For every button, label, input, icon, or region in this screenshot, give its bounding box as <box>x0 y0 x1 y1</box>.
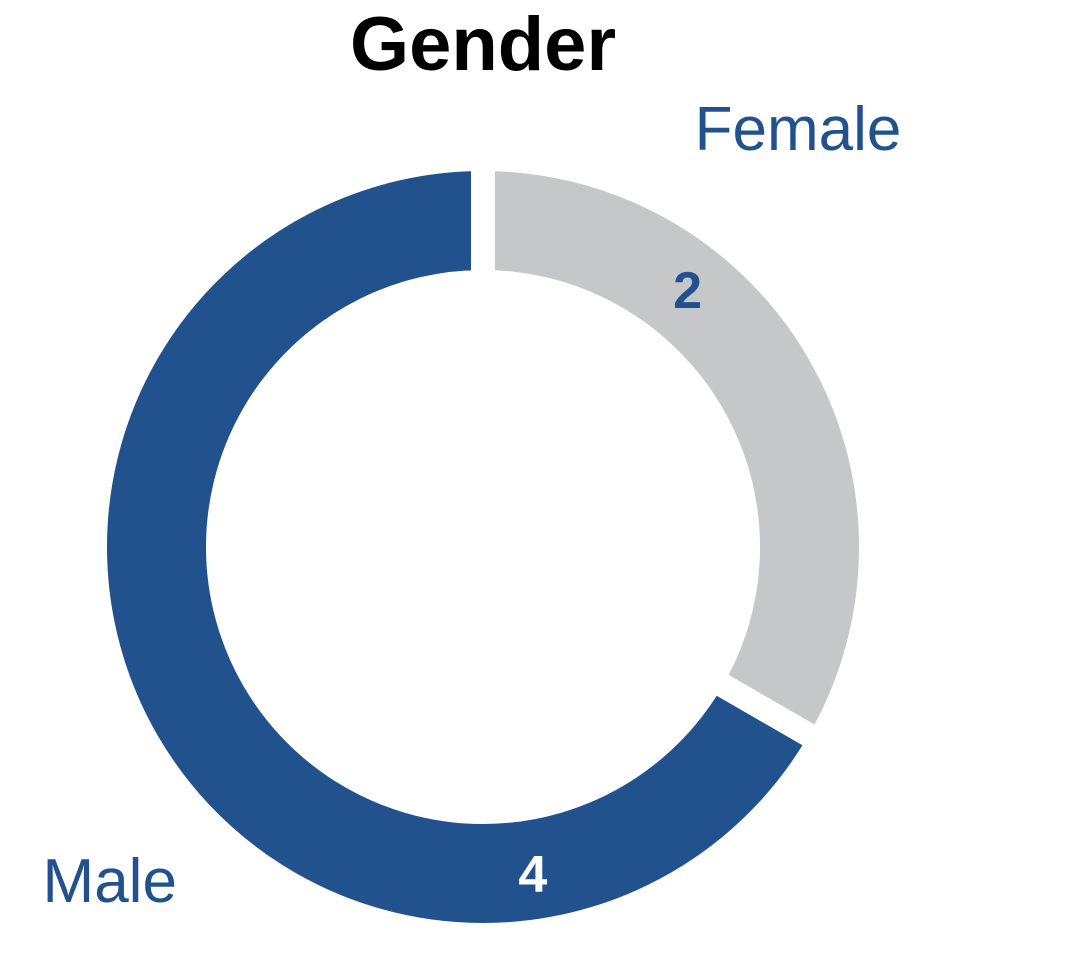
slice-male <box>83 146 836 947</box>
slice-female <box>471 146 883 758</box>
value-label-male: 4 <box>518 846 547 904</box>
value-label-female: 2 <box>673 262 702 320</box>
labels-group: 2 4 Female Male <box>43 95 902 916</box>
category-label-male: Male <box>43 847 177 916</box>
chart-title: Gender <box>350 2 616 87</box>
category-label-female: Female <box>695 95 902 164</box>
slices-group <box>83 146 883 947</box>
